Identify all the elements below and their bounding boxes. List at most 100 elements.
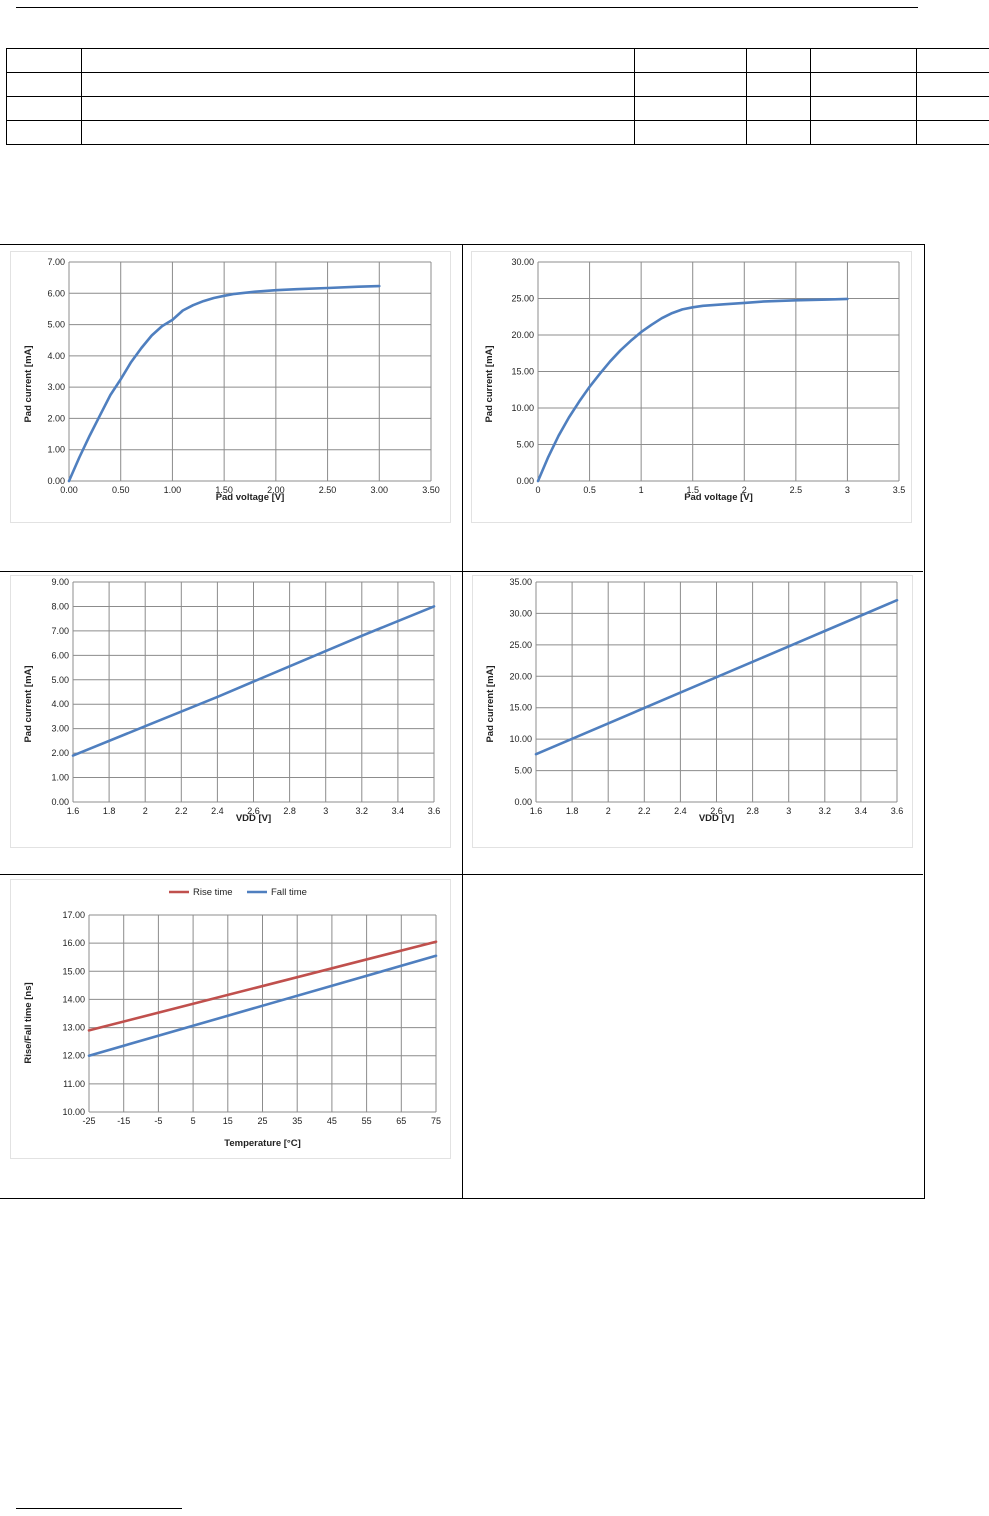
series-line: [87, 954, 438, 1057]
y-tick-label: 4.00: [51, 699, 69, 709]
x-tick-label: 2.4: [211, 806, 224, 816]
y-tick-label: 6.00: [47, 288, 65, 298]
y-axis-title: Pad current [mA]: [23, 345, 34, 422]
x-tick-label: 3.4: [855, 806, 868, 816]
spec-table: [6, 48, 989, 145]
y-tick-label: 5.00: [47, 320, 65, 330]
x-tick-label: 75: [431, 1116, 441, 1126]
y-tick-label: 1.00: [51, 773, 69, 783]
x-tick-label: 2.00: [267, 485, 285, 495]
x-tick-label: 35: [292, 1116, 302, 1126]
header-rule: [16, 7, 918, 8]
x-tick-label: 3.6: [891, 806, 904, 816]
series-line: [71, 605, 436, 757]
x-tick-label: 1.8: [103, 806, 116, 816]
y-tick-label: 25.00: [509, 640, 532, 650]
y-tick-label: 10.00: [511, 403, 534, 413]
x-tick-label: 1.8: [566, 806, 579, 816]
y-tick-label: 1.00: [47, 445, 65, 455]
x-tick-label: 3.6: [428, 806, 441, 816]
x-tick-label: 2.2: [638, 806, 651, 816]
y-tick-label: 0.00: [51, 797, 69, 807]
chart-svg: -25 -15 -5 5 15 25 35 45 55 65 75 10.00 11.00 12.00 13…: [23, 887, 441, 1149]
y-tick-label: 0.00: [514, 797, 532, 807]
x-tick-label: 45: [327, 1116, 337, 1126]
chart-svg: 1.6 1.8 2 2.2 2.4 2.6 2.8 3 3.2 3.4 3.6 0.00 1.00 2.0…: [23, 577, 441, 824]
y-tick-label: 5.00: [514, 766, 532, 776]
x-tick-label: 3.2: [819, 806, 832, 816]
y-tick-label: 0.00: [516, 476, 534, 486]
x-axis-title: Pad voltage [V]: [216, 492, 285, 503]
y-tick-label: 11.00: [63, 1079, 85, 1089]
y-tick-label: 12.00: [62, 1051, 85, 1061]
y-tick-label: 13.00: [62, 1023, 85, 1033]
x-tick-label: 5: [191, 1116, 196, 1126]
y-axis-title: Rise/Fall time [ns]: [23, 982, 34, 1063]
y-tick-label: 35.00: [509, 577, 532, 587]
x-tick-label: 0.5: [583, 485, 596, 495]
x-tick-label: 2: [606, 806, 611, 816]
x-axis-title: VDD [V]: [236, 813, 271, 824]
y-tick-label: 30.00: [511, 257, 534, 267]
y-tick-label: 2.00: [47, 413, 65, 423]
x-tick-label: 0.50: [112, 485, 130, 495]
y-tick-label: 7.00: [47, 257, 65, 267]
x-axis-title: VDD [V]: [699, 813, 734, 824]
x-tick-label: 2.6: [710, 806, 723, 816]
table-row: [6, 72, 989, 97]
x-tick-label: 1.5: [686, 485, 699, 495]
y-tick-label: 5.00: [516, 440, 534, 450]
x-tick-label: 2.6: [247, 806, 260, 816]
x-tick-label: 3: [845, 485, 850, 495]
x-tick-label: 2.5: [790, 485, 803, 495]
x-tick-label: 3.4: [392, 806, 405, 816]
y-tick-label: 15.00: [511, 367, 534, 377]
table-row: [6, 96, 989, 121]
legend-label: Fall time: [271, 887, 307, 898]
x-tick-label: 1.6: [530, 806, 543, 816]
y-tick-label: 2.00: [51, 748, 69, 758]
x-tick-label: 3.00: [371, 485, 389, 495]
series-line: [536, 297, 849, 483]
y-tick-label: 15.00: [509, 703, 532, 713]
x-tick-label: 2.50: [319, 485, 337, 495]
x-tick-label: 1.50: [215, 485, 233, 495]
chart-pad-current-vs-voltage-low: 0.00 0.50 1.00 1.50 2.00 2.50 3.00 3.50 0.00 1.00…: [10, 251, 451, 523]
y-tick-label: 8.00: [51, 601, 69, 611]
cell-divider: [0, 874, 923, 875]
x-tick-label: -5: [154, 1116, 162, 1126]
chart-rise-fall-time-vs-temperature: -25 -15 -5 5 15 25 35 45 55 65 75 10.00 11.00 12.00 13…: [10, 879, 451, 1159]
x-axis-title: Pad voltage [V]: [684, 492, 753, 503]
legend-label: Rise time: [193, 887, 233, 898]
x-tick-label: -15: [117, 1116, 130, 1126]
footnote-rule: [16, 1508, 182, 1509]
y-axis-title: Pad current [mA]: [484, 345, 495, 422]
chart-svg: 1.6 1.8 2 2.2 2.4 2.6 2.8 3 3.2 3.4 3.6 0.00 5.00 10.…: [485, 577, 904, 824]
x-tick-label: 15: [223, 1116, 233, 1126]
x-tick-label: 3.5: [893, 485, 906, 495]
table-row: [6, 120, 989, 145]
chart-svg: 0.00 0.50 1.00 1.50 2.00 2.50 3.00 3.50 0.00 1.00…: [23, 257, 440, 503]
y-tick-label: 25.00: [511, 294, 534, 304]
y-tick-label: 10.00: [509, 734, 532, 744]
cell-divider: [0, 571, 923, 572]
y-tick-label: 16.00: [62, 938, 85, 948]
x-tick-label: 2: [143, 806, 148, 816]
x-tick-label: 3: [786, 806, 791, 816]
y-tick-label: 7.00: [51, 626, 69, 636]
x-tick-label: 2.8: [746, 806, 759, 816]
chart-pad-current-vs-vdd-low: 1.6 1.8 2 2.2 2.4 2.6 2.8 3 3.2 3.4 3.6 0.00 1.00 2.0…: [10, 575, 451, 848]
series-line: [87, 940, 438, 1032]
y-tick-label: 3.00: [47, 382, 65, 392]
y-axis-title: Pad current [mA]: [485, 665, 496, 742]
x-tick-label: 3.50: [422, 485, 440, 495]
series-line: [534, 598, 899, 756]
y-tick-label: 30.00: [509, 608, 532, 618]
x-tick-label: 65: [396, 1116, 406, 1126]
y-tick-label: 20.00: [511, 330, 534, 340]
chart-pad-current-vs-voltage-high: 0 0.5 1 1.5 2 2.5 3 3.5 0.00 5.00 10.00 15.00 20.00 2…: [471, 251, 912, 523]
y-tick-label: 3.00: [51, 724, 69, 734]
x-tick-label: 3: [323, 806, 328, 816]
x-tick-label: 2.4: [674, 806, 687, 816]
y-tick-label: 17.00: [62, 910, 85, 920]
